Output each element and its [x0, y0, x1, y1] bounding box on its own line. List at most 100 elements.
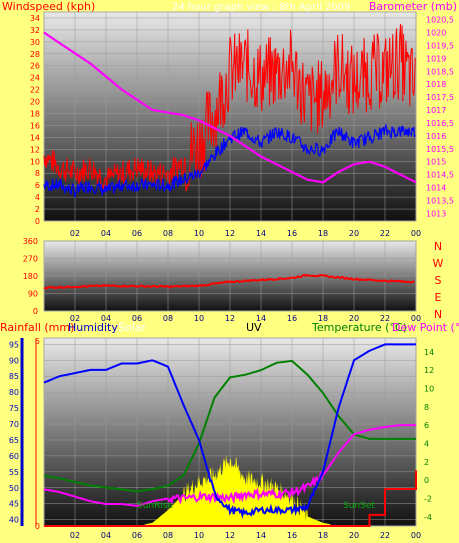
temperature-tick-label: 10: [424, 384, 434, 393]
humidity-line: [43, 343, 416, 519]
solar-label: Solar: [118, 321, 147, 334]
humidity-tick-label: 85: [9, 372, 19, 381]
barometer-tick-label: 1016: [426, 132, 446, 141]
windspeed-tick-label: 18: [30, 110, 40, 119]
x-tick-label: 02: [70, 314, 80, 323]
barometer-tick-label: 1015: [426, 158, 446, 167]
direction-tick-label: 0: [33, 307, 38, 316]
compass-label: W: [433, 257, 444, 270]
humidity-tick-label: 65: [9, 436, 19, 445]
dewpoint-axis-label: Dew Point (°C): [392, 321, 459, 334]
windspeed-tick-label: 28: [30, 50, 40, 59]
windspeed-axis-label: Windspeed (kph): [2, 0, 95, 13]
direction-tick-label: 270: [23, 255, 38, 264]
x-tick-label: 00: [411, 531, 421, 540]
compass-label: E: [435, 291, 442, 304]
x-tick-label: 16: [287, 314, 297, 323]
panel-humidity-temperature: Rainfall (mm) Humidity Solar UV Temperat…: [0, 321, 459, 540]
panel2-series: [43, 273, 415, 290]
compass-label: S: [435, 274, 442, 287]
x-tick-label: 22: [380, 229, 390, 238]
barometer-tick-label: 1013: [426, 209, 446, 218]
x-tick-label: 08: [163, 531, 173, 540]
x-tick-label: 14: [256, 314, 266, 323]
barometer-tick-label: 1018: [426, 80, 446, 89]
temperature-tick-label: 2: [424, 458, 429, 467]
temperature-tick-label: -4: [424, 513, 432, 522]
dewpoint-line: [43, 424, 416, 507]
compass-label: N: [434, 308, 442, 321]
barometer-ticks: 1013 1013,5 1014 1014,5 1015 1015,5 1016 1016,5…: [426, 16, 454, 219]
temperature-tick-label: 0: [424, 476, 429, 485]
x-tick-label: 14: [256, 229, 266, 238]
barometer-line: [43, 31, 417, 184]
x-tick-label: 20: [349, 229, 359, 238]
barometer-tick-label: 1017: [426, 106, 446, 115]
direction-tick-label: 360: [23, 237, 38, 246]
x-tick-label: 14: [256, 531, 266, 540]
x-tick-label: 16: [287, 229, 297, 238]
rainfall-axis-label: Rainfall (mm): [0, 321, 74, 334]
barometer-tick-label: 1019,5: [426, 42, 454, 51]
windspeed-tick-label: 30: [30, 38, 40, 47]
direction-tick-label: 180: [23, 272, 38, 281]
x-tick-label: 06: [132, 531, 142, 540]
x-tick-label: 22: [380, 314, 390, 323]
barometer-tick-label: 1020,5: [426, 16, 454, 25]
barometer-tick-label: 1014,5: [426, 171, 454, 180]
barometer-tick-label: 1017,5: [426, 93, 454, 102]
x-tick-label: 16: [287, 531, 297, 540]
x-tick-label: 12: [225, 229, 235, 238]
temperature-axis-label: Temperature (°C): [311, 321, 407, 334]
panel2-grid: [44, 240, 417, 312]
x-tick-label: 18: [318, 314, 328, 323]
x-tick-label: 18: [318, 229, 328, 238]
barometer-axis-label: Barometer (mb): [369, 0, 457, 13]
sunrise-annotation: SunRise: [137, 501, 174, 511]
uv-label: UV: [246, 321, 262, 334]
x-tick-label: 10: [194, 314, 204, 323]
x-tick-label: 00: [411, 229, 421, 238]
windspeed-tick-label: 20: [30, 98, 40, 107]
panel3-series: [43, 343, 417, 527]
panel-wind-barometer: Windspeed (kph) 24 hour graph view : 8th…: [2, 0, 457, 238]
windspeed-tick-label: 32: [30, 26, 40, 35]
x-tick-label: 00: [411, 314, 421, 323]
windspeed-line: [43, 123, 416, 198]
humidity-tick-label: 50: [9, 484, 19, 493]
humidity-tick-label: 55: [9, 468, 19, 477]
windspeed-tick-label: 16: [30, 121, 40, 130]
windspeed-tick-label: 8: [35, 169, 40, 178]
temperature-tick-label: 4: [424, 439, 429, 448]
x-tick-label: 10: [194, 229, 204, 238]
barometer-tick-label: 1018,5: [426, 67, 454, 76]
x-tick-label: 06: [132, 229, 142, 238]
barometer-tick-label: 1019: [426, 54, 446, 63]
windspeed-tick-label: 24: [30, 74, 40, 83]
wind-direction-line: [43, 273, 415, 290]
humidity-ticks: 40 45 50 55 60 65 70 75 80 85 90 95: [9, 340, 19, 524]
windspeed-tick-label: 26: [30, 62, 40, 71]
barometer-tick-label: 1013,5: [426, 196, 454, 205]
x-tick-label: 02: [70, 531, 80, 540]
panel1-x-ticks: 02 04 06 08 10 12 14 16 18 20 22 00: [70, 229, 421, 238]
humidity-tick-label: 95: [9, 340, 19, 349]
windspeed-tick-label: 12: [30, 145, 40, 154]
humidity-tick-label: 90: [9, 356, 19, 365]
humidity-tick-label: 60: [9, 452, 19, 461]
panel2-x-ticks: 02 04 06 08 10 12 14 16 18 20 22 00: [70, 314, 421, 323]
x-tick-label: 18: [318, 531, 328, 540]
gust-line: [43, 23, 416, 192]
windspeed-tick-label: 4: [35, 193, 40, 202]
barometer-tick-label: 1014: [426, 183, 446, 192]
x-tick-label: 12: [225, 531, 235, 540]
x-tick-label: 04: [101, 314, 111, 323]
x-tick-label: 02: [70, 229, 80, 238]
rainfall-tick-label: 5: [35, 337, 40, 346]
x-tick-label: 04: [101, 229, 111, 238]
x-tick-label: 20: [349, 314, 359, 323]
x-tick-label: 04: [101, 531, 111, 540]
windspeed-tick-label: 22: [30, 86, 40, 95]
